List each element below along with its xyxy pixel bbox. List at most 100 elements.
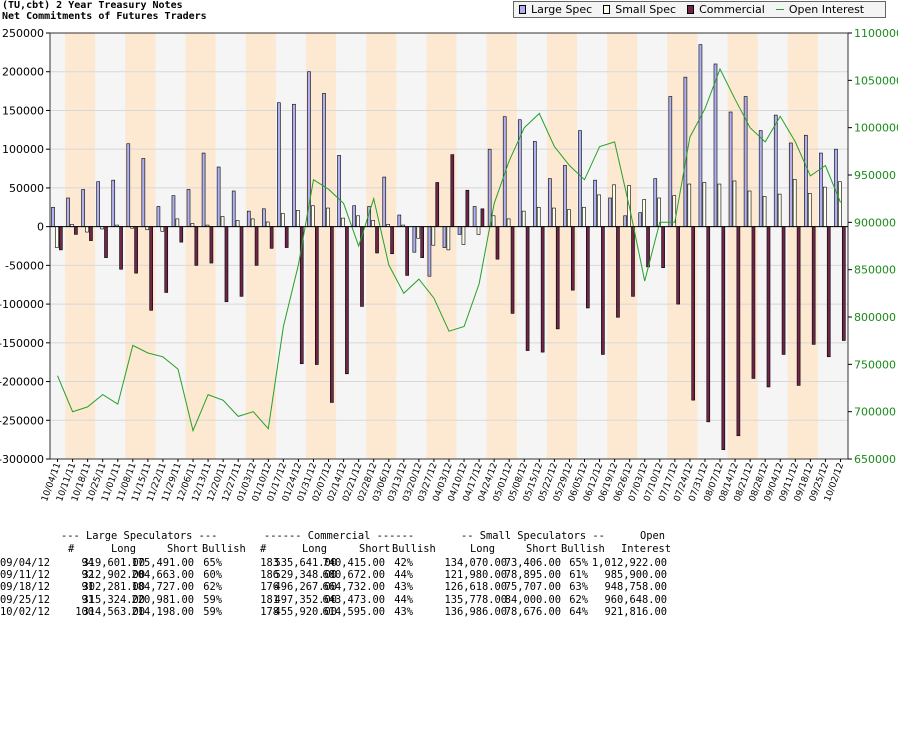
open-interest-series xyxy=(57,67,841,433)
table-cell: 60% xyxy=(203,569,222,582)
band xyxy=(531,33,548,459)
header-ss-short: Short xyxy=(526,543,558,555)
table-cell: 496,267.00 xyxy=(274,581,337,594)
band xyxy=(95,33,111,459)
table-cell: 43% xyxy=(394,605,413,618)
table-cell: 59% xyxy=(203,593,222,606)
table-cell: 63% xyxy=(569,581,588,594)
bar-large-spec xyxy=(246,210,251,227)
table-cell: 135,778.00 xyxy=(444,593,507,606)
bar-large-spec xyxy=(397,214,402,227)
bar-large-spec xyxy=(442,226,447,248)
bar-commercial xyxy=(254,226,259,266)
band xyxy=(546,33,563,459)
bar-small-spec xyxy=(612,184,616,227)
bar-small-spec xyxy=(597,194,601,227)
legend: Large Spec Small Spec Commercial Open In… xyxy=(513,1,886,18)
bar-large-spec xyxy=(156,206,161,227)
band xyxy=(637,33,653,459)
table-cell: 497,352.00 xyxy=(274,593,337,606)
bar-small-spec xyxy=(823,186,827,227)
bar-large-spec xyxy=(608,197,612,227)
bar-large-spec xyxy=(653,178,658,227)
title-line-2: Net Commitments of Futures Traders xyxy=(2,11,207,22)
y-tick-label: -150000 xyxy=(0,337,44,350)
bar-small-spec xyxy=(551,207,556,227)
table-row: 10/02/12 100 314,563.00 214,198.00 59% 178 455… xyxy=(0,606,898,619)
bar-commercial xyxy=(721,226,726,451)
bar-commercial xyxy=(736,226,741,437)
y2-tick-label: 1050000 xyxy=(854,74,898,87)
bar-small-spec xyxy=(521,210,526,227)
band xyxy=(561,33,578,459)
bar-small-spec xyxy=(747,190,752,227)
y2-tick-label: 900000 xyxy=(854,216,896,229)
bar-commercial xyxy=(646,226,650,268)
bar-commercial xyxy=(631,226,635,297)
band xyxy=(170,33,187,459)
bar-large-spec xyxy=(126,143,131,227)
bar-small-spec xyxy=(371,220,375,227)
bar-commercial xyxy=(314,226,319,365)
band xyxy=(110,33,126,459)
bar-large-spec xyxy=(773,114,778,227)
table-group-header-row: --- Large Speculators --- ------ Commerc… xyxy=(0,530,665,543)
band xyxy=(607,33,623,459)
bar-large-spec xyxy=(788,142,793,227)
bar-large-spec xyxy=(412,226,417,253)
table-cell: 75,707.00 xyxy=(504,581,561,594)
bar-commercial xyxy=(164,226,169,293)
table-cell: 65% xyxy=(203,557,222,569)
bar-commercial xyxy=(450,154,455,227)
bar-large-spec xyxy=(819,152,823,227)
band xyxy=(817,33,834,459)
bar-large-spec xyxy=(292,103,296,227)
bar-small-spec xyxy=(296,210,300,227)
bar-commercial xyxy=(239,226,244,297)
bar-small-spec xyxy=(687,183,692,227)
table-cell: 204,663.00 xyxy=(131,569,194,582)
header-open-interest: Interest xyxy=(621,543,672,555)
header-com-long: Long xyxy=(302,543,328,555)
band xyxy=(652,33,668,459)
bar-large-spec xyxy=(261,208,266,227)
table-cell: 43% xyxy=(394,581,413,594)
band xyxy=(65,33,81,459)
bar-commercial xyxy=(706,226,711,423)
row-date: 09/25/12 xyxy=(0,593,51,606)
y2-tick-label: 750000 xyxy=(854,358,896,371)
bar-commercial xyxy=(841,226,846,341)
bar-small-spec xyxy=(491,215,496,227)
bar-large-spec xyxy=(593,179,597,227)
table-row: 09/18/12 91 302,281.00 184,727.00 62% 176 496,… xyxy=(0,581,898,594)
bar-large-spec xyxy=(487,148,492,227)
bar-small-spec xyxy=(536,206,541,227)
bar-large-spec xyxy=(683,76,688,227)
header-ss-long: Long xyxy=(470,543,496,555)
y2-tick-label: 650000 xyxy=(854,453,896,466)
bar-commercial xyxy=(601,226,605,355)
bar-commercial xyxy=(676,226,680,305)
header-ls-short: Short xyxy=(167,543,199,555)
bar-large-spec xyxy=(533,141,537,227)
band xyxy=(260,33,277,459)
table-cell: 61% xyxy=(569,569,588,582)
bar-small-spec xyxy=(717,183,722,227)
bar-small-spec xyxy=(280,213,285,227)
background-bands xyxy=(50,33,849,459)
bar-large-spec xyxy=(758,130,763,227)
bar-commercial xyxy=(495,226,500,260)
bar-large-spec xyxy=(111,179,116,227)
bar-commercial xyxy=(59,226,63,251)
band xyxy=(140,33,156,459)
table-cell: 91 xyxy=(81,581,94,594)
band xyxy=(456,33,473,459)
header-com-count: # xyxy=(260,543,267,555)
bar-commercial xyxy=(345,226,349,375)
bar-large-spec xyxy=(277,102,281,227)
bar-large-spec xyxy=(141,158,146,227)
table-cell: 220,981.00 xyxy=(131,593,194,606)
bar-commercial xyxy=(224,226,229,303)
table-cell: 126,618.00 xyxy=(444,581,507,594)
table-cell: 42% xyxy=(394,557,413,569)
